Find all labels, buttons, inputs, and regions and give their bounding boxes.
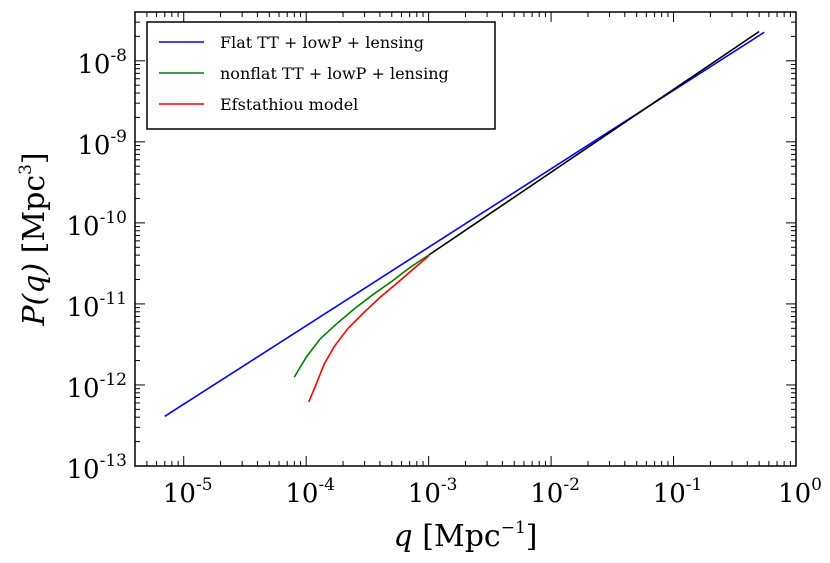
- chart-legend: Flat TT + lowP + lensing nonflat TT + low…: [146, 21, 496, 130]
- y-axis-label: P(q) [Mpc3]: [16, 152, 52, 326]
- y-tick-label: 10-13: [67, 451, 127, 485]
- legend-entry: nonflat TT + lowP + lensing: [220, 64, 449, 83]
- y-tick-label: 10-10: [67, 208, 127, 242]
- legend-box: [146, 21, 496, 130]
- x-axis-label: q [Mpc−1]: [394, 518, 538, 554]
- tick-labels: 10-5 10-4 10-3 10-2 10-1 100 10-13 10-12 10-11 10…: [67, 46, 822, 509]
- y-tick-label: 10-11: [67, 289, 127, 323]
- x-tick-label: 10-3: [408, 475, 458, 509]
- y-tick-label: 10-12: [67, 370, 127, 404]
- plot-lines: [164, 30, 765, 418]
- axis-ticks: [134, 11, 796, 467]
- x-tick-label: 10-4: [285, 475, 335, 509]
- x-tick-label: 10-2: [530, 475, 580, 509]
- x-tick-label: 10-1: [653, 475, 703, 509]
- legend-entry: Flat TT + lowP + lensing: [220, 33, 424, 52]
- series-line-2: [308, 255, 430, 403]
- series-line-3: [428, 30, 760, 256]
- x-tick-label: 100: [778, 475, 822, 509]
- series-line-1: [293, 254, 430, 378]
- legend-entry: Efstathiou model: [220, 95, 358, 114]
- x-tick-label: 10-5: [163, 475, 213, 509]
- y-tick-label: 10-8: [77, 46, 127, 80]
- y-tick-label: 10-9: [77, 127, 127, 161]
